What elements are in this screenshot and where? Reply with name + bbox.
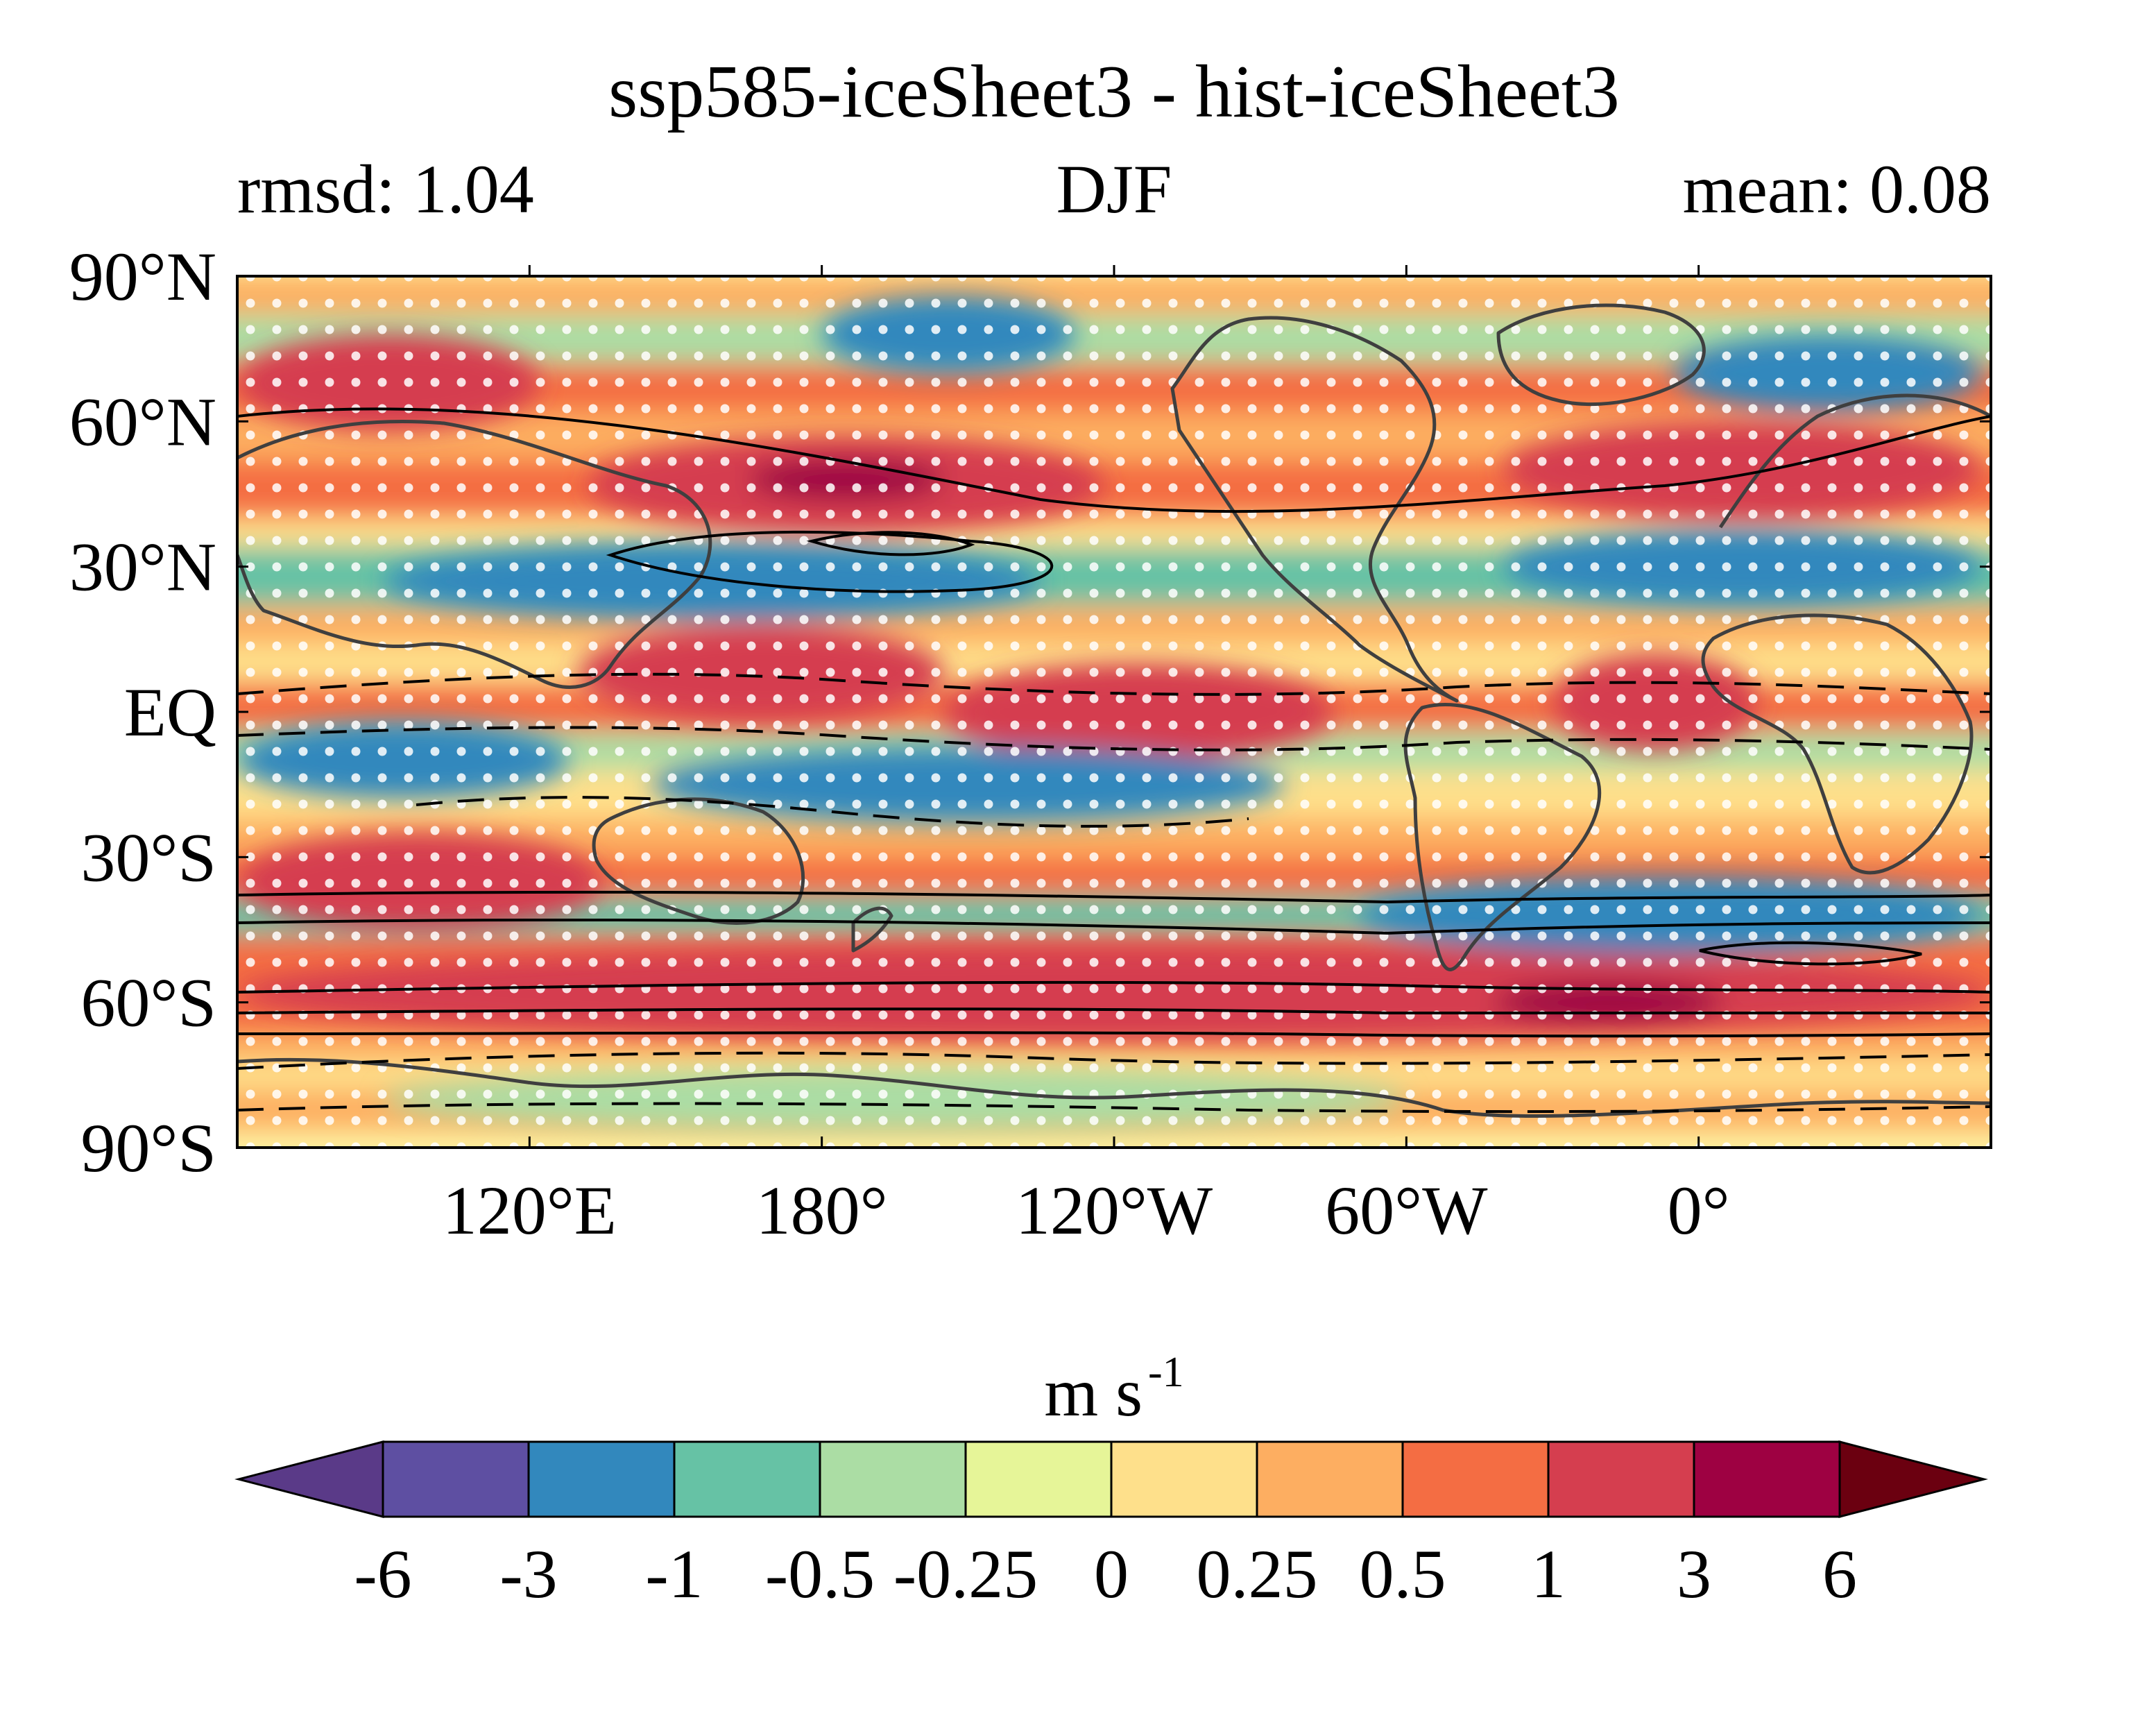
- colorbar-unit: m s -1: [1044, 1349, 1183, 1431]
- north-america-coast: [1170, 316, 1459, 703]
- y-tick-label: 90°N: [69, 238, 216, 315]
- colorbar-tick-label: 6: [1822, 1535, 1857, 1612]
- y-tick-label: 60°N: [69, 383, 216, 460]
- x-tick-label: 120°E: [443, 1172, 617, 1249]
- colorbar-segment: [1401, 1440, 1550, 1518]
- contour-line: [237, 918, 1991, 935]
- x-tick-label: 0°: [1668, 1172, 1730, 1249]
- x-tick-label: 180°: [756, 1172, 888, 1249]
- colorbar-extend-min: [234, 1440, 384, 1518]
- colorbar-tick-label: -1: [645, 1535, 703, 1612]
- x-tick-label: 120°W: [1016, 1172, 1213, 1249]
- chart-title: ssp585-iceSheet3 - hist-iceSheet3: [608, 51, 1620, 133]
- australia-coast: [592, 797, 805, 925]
- dashed-contour-line: [237, 672, 1991, 696]
- y-tick-label: 60°S: [80, 964, 216, 1041]
- y-tick-label: EQ: [124, 674, 216, 751]
- colorbar-tick-label: 0: [1094, 1535, 1129, 1612]
- colorbar-tick-label: -3: [499, 1535, 557, 1612]
- contour-line: [237, 980, 1991, 994]
- africa-coast: [1701, 613, 1974, 875]
- contour-line: [1699, 941, 1922, 966]
- colorbar-labels: -6 -3 -1 -0.5 -0.25 0 0.25 0.5 1 3 6: [354, 1535, 1857, 1612]
- significance-stippling: [237, 276, 1991, 1148]
- y-tick-label: 90°S: [80, 1109, 216, 1186]
- greenland-coast: [1496, 303, 1706, 407]
- colorbar: [234, 1440, 1988, 1518]
- colorbar-segment: [1256, 1440, 1404, 1518]
- colorbar-tick-label: 1: [1531, 1535, 1566, 1612]
- coastlines: [237, 303, 1991, 1118]
- colorbar-segment: [382, 1440, 530, 1518]
- colorbar-segment: [673, 1440, 821, 1518]
- contour-line: [806, 531, 975, 556]
- y-tick-label: 30°N: [69, 529, 216, 606]
- climatology-contours: [237, 407, 1991, 1038]
- season-label: DJF: [1056, 151, 1172, 228]
- colorbar-tick-label: -0.5: [765, 1535, 875, 1612]
- contour-line: [237, 890, 1991, 904]
- colorbar-extend-max: [1838, 1440, 1988, 1518]
- colorbar-segment: [1547, 1440, 1695, 1518]
- unit-exponent: -1: [1148, 1349, 1184, 1396]
- unit-base: m s: [1044, 1354, 1143, 1431]
- map-area: [237, 276, 1991, 1148]
- contour-line: [237, 407, 1991, 513]
- dashed-contour-line: [237, 1102, 1991, 1114]
- colorbar-segment: [1110, 1440, 1258, 1518]
- south-america-coast: [1403, 703, 1602, 971]
- contour-line: [606, 530, 1054, 593]
- colorbar-tick-label: 0.25: [1197, 1535, 1318, 1612]
- contour-line: [237, 1007, 1991, 1015]
- colorbar-segment: [819, 1440, 967, 1518]
- colorbar-segment: [1693, 1440, 1841, 1518]
- dashed-contour-line: [416, 796, 1249, 828]
- eurasia-coast: [237, 393, 1991, 689]
- rmsd-label: rmsd: 1.04: [237, 151, 534, 228]
- colorbar-segment: [527, 1440, 676, 1518]
- dashed-contour-line: [237, 1051, 1991, 1070]
- x-tick-label: 60°W: [1325, 1172, 1488, 1249]
- x-axis: 120°E 180° 120°W 60°W 0°: [443, 265, 1730, 1249]
- new-zealand-coast: [851, 906, 893, 953]
- antarctica-coast: [237, 1057, 1991, 1118]
- colorbar-tick-label: 3: [1677, 1535, 1711, 1612]
- colorbar-segment: [964, 1440, 1113, 1518]
- easterly-contours: [237, 672, 1991, 1114]
- y-axis: 90°N 60°N 30°N EQ 30°S 60°S 90°S: [69, 238, 1991, 1186]
- mean-label: mean: 0.08: [1683, 151, 1991, 228]
- colorbar-tick-label: -6: [354, 1535, 411, 1612]
- dashed-contour-line: [237, 726, 1991, 751]
- colorbar-tick-label: 0.5: [1360, 1535, 1446, 1612]
- colorbar-tick-label: -0.25: [893, 1535, 1038, 1612]
- y-tick-label: 30°S: [80, 819, 216, 896]
- contour-line: [237, 1031, 1991, 1038]
